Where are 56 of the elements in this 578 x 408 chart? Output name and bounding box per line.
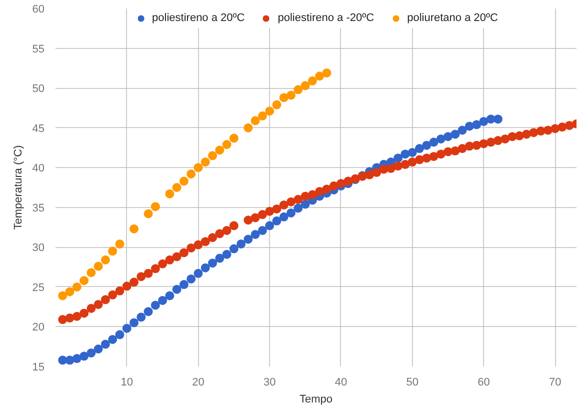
point (65, 287, 74, 296)
point (194, 163, 203, 172)
x-tick-label: 20 (192, 376, 204, 388)
point (322, 68, 332, 78)
point (258, 111, 267, 120)
point (108, 246, 118, 256)
y-tick-label: 20 (32, 322, 45, 334)
point (215, 146, 224, 155)
legend-label: poliestireno a -20ºC (278, 12, 374, 24)
point (179, 176, 188, 186)
y-tick-label: 45 (32, 122, 45, 135)
x-tick-label: 60 (478, 376, 490, 388)
point (58, 291, 68, 300)
y-axis-title: Temperatura (°C) (12, 145, 24, 230)
y-tick-label: 30 (32, 242, 45, 254)
point (222, 140, 232, 150)
point (208, 151, 218, 160)
y-tick-label: 25 (32, 282, 45, 294)
point (115, 239, 124, 248)
point (294, 85, 303, 94)
point (315, 72, 324, 81)
point (244, 123, 253, 132)
point (300, 81, 310, 90)
point (130, 224, 139, 234)
point (265, 106, 274, 116)
point (150, 202, 160, 212)
point (100, 255, 110, 264)
point (172, 183, 182, 192)
point (308, 76, 317, 86)
point (186, 169, 196, 178)
x-tick-label: 30 (263, 376, 276, 388)
point (86, 268, 96, 278)
legend-label: poliuretano a 20ºC (407, 12, 498, 24)
point (165, 189, 174, 198)
y-tick-label: 15 (32, 362, 45, 374)
y-tick-label: 35 (32, 202, 45, 214)
point (279, 93, 288, 102)
y-tick-label: 50 (32, 83, 45, 96)
legend-label: poliestireno a 20ºC (152, 12, 245, 24)
x-axis-title: Tempo (299, 394, 333, 406)
x-tick-label: 10 (120, 376, 133, 388)
point (144, 209, 153, 218)
point (80, 276, 89, 286)
point (94, 262, 103, 271)
point (286, 90, 296, 100)
y-tick-label: 40 (32, 162, 45, 175)
y-tick-label: 60 (32, 4, 45, 16)
point (250, 116, 260, 126)
y-tick-label: 55 (32, 43, 45, 56)
x-tick-label: 40 (334, 376, 348, 388)
point (229, 134, 238, 143)
x-tick-label: 50 (406, 376, 418, 388)
point (72, 282, 82, 292)
point (200, 158, 210, 167)
point (272, 100, 282, 110)
x-tick-label: 70 (548, 376, 562, 388)
